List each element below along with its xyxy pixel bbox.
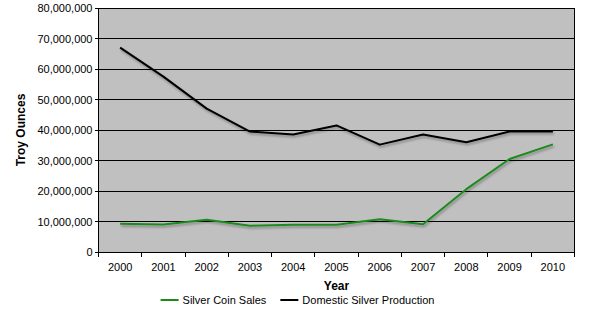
legend-label: Domestic Silver Production <box>302 294 434 306</box>
grid-line <box>99 130 575 131</box>
x-tick <box>314 252 315 257</box>
plot-frame <box>574 8 575 252</box>
x-tick <box>574 252 575 257</box>
chart-svg: 0 10,000,000 20,000,000 30,000,000 40,000,00… <box>0 0 595 320</box>
series-line <box>120 144 553 225</box>
x-axis-title: Year <box>324 279 350 293</box>
x-tick <box>358 252 359 257</box>
x-tick <box>487 252 488 257</box>
y-axis-title: Troy Ounces <box>14 93 28 166</box>
legend-swatch <box>280 299 298 301</box>
grid-line <box>99 221 575 222</box>
x-tick <box>185 252 186 257</box>
y-tick <box>95 160 99 161</box>
grid-line <box>99 252 575 253</box>
x-tick <box>228 252 229 257</box>
x-tick-label: 2006 <box>368 261 392 273</box>
grid-line <box>99 8 575 9</box>
grid-line <box>99 69 575 70</box>
x-tick <box>98 252 99 257</box>
x-tick <box>401 252 402 257</box>
x-axis <box>99 252 575 253</box>
y-tick <box>95 69 99 70</box>
x-tick <box>141 252 142 257</box>
plot-area <box>99 8 575 252</box>
x-tick <box>531 252 532 257</box>
series-line <box>120 48 553 145</box>
y-tick <box>95 252 99 253</box>
y-tick <box>95 38 99 39</box>
grid-line <box>99 38 575 39</box>
x-tick-label: 2000 <box>108 261 132 273</box>
y-tick-label: 20,000,000 <box>37 185 92 197</box>
series-group <box>120 48 553 226</box>
y-tick-label: 0 <box>86 246 92 258</box>
y-tick <box>95 8 99 9</box>
grid-line <box>99 160 575 161</box>
y-tick <box>95 99 99 100</box>
x-tick-label: 2003 <box>238 261 262 273</box>
x-tick-label: 2009 <box>497 261 521 273</box>
y-tick <box>95 191 99 192</box>
y-tick <box>95 221 99 222</box>
y-axis <box>98 8 99 252</box>
x-tick-label: 2010 <box>541 261 565 273</box>
legend-item: Domestic Silver Production <box>280 294 434 306</box>
x-tick-label: 2005 <box>324 261 348 273</box>
y-tick-label: 30,000,000 <box>37 155 92 167</box>
x-tick-label: 2002 <box>194 261 218 273</box>
chart-container: 0 10,000,000 20,000,000 30,000,000 40,000,00… <box>0 0 595 320</box>
x-tick-label: 2008 <box>454 261 478 273</box>
grid-line <box>99 191 575 192</box>
y-tick-label: 40,000,000 <box>37 124 92 136</box>
y-tick-label: 80,000,000 <box>37 2 92 14</box>
x-tick <box>444 252 445 257</box>
y-tick-label: 60,000,000 <box>37 63 92 75</box>
y-tick-label: 10,000,000 <box>37 216 92 228</box>
x-tick-label: 2007 <box>411 261 435 273</box>
x-tick-label: 2004 <box>281 261 305 273</box>
legend-item: Silver Coin Sales <box>161 294 267 306</box>
y-tick <box>95 130 99 131</box>
x-tick <box>271 252 272 257</box>
y-tick-label: 50,000,000 <box>37 94 92 106</box>
legend-swatch <box>161 299 179 301</box>
x-tick-label: 2001 <box>151 261 175 273</box>
y-tick-label: 70,000,000 <box>37 33 92 45</box>
grid-line <box>99 99 575 100</box>
legend: Silver Coin Sales Domestic Silver Product… <box>161 294 435 306</box>
legend-label: Silver Coin Sales <box>183 294 267 306</box>
